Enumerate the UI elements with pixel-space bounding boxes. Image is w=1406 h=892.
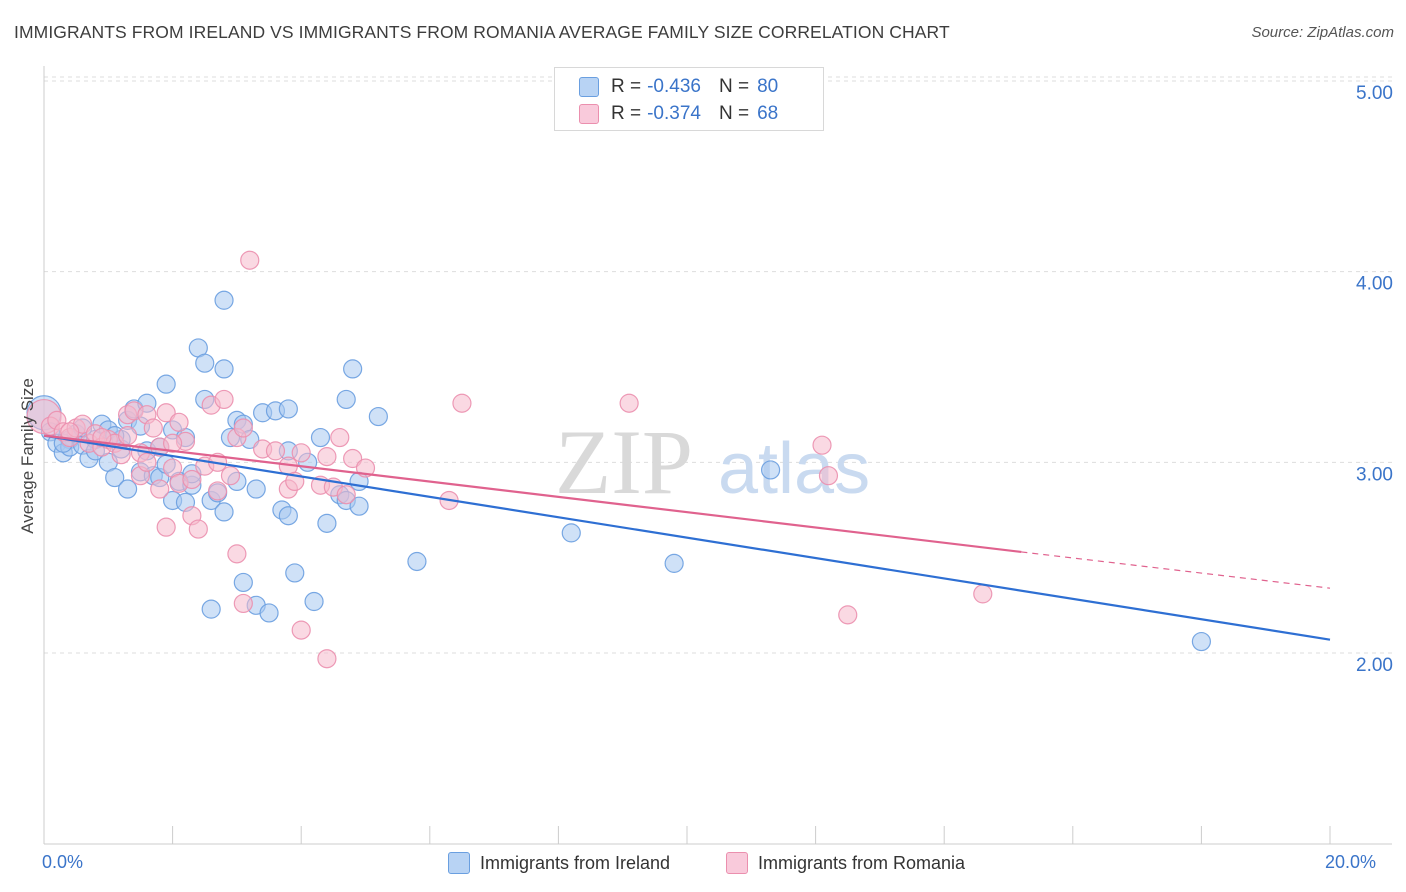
point-romania-29 [182, 469, 202, 490]
ireland-n-value: 80 [757, 76, 779, 97]
point-romania-62 [838, 605, 858, 625]
trend-lines [43, 434, 1331, 641]
chart-title: IMMIGRANTS FROM IRELAND VS IMMIGRANTS FR… [14, 22, 950, 42]
point-romania-66 [163, 433, 183, 453]
point-ireland-68 [343, 359, 363, 379]
romania-n-value: 68 [757, 103, 779, 124]
point-romania-58 [452, 393, 472, 413]
point-ireland-62 [304, 591, 324, 612]
y-tick-label-2: 4.00 [1356, 274, 1393, 295]
y-tick-label-3: 5.00 [1356, 83, 1393, 104]
legend-ireland-label: Immigrants from Ireland [480, 852, 671, 873]
point-romania-60 [812, 435, 832, 455]
point-romania-39 [233, 418, 253, 438]
point-romania-61 [818, 466, 839, 486]
ireland-r-label: R = [611, 76, 642, 97]
point-romania-47 [291, 443, 311, 463]
point-ireland-76 [1191, 631, 1212, 652]
romania-swatch [579, 104, 599, 124]
stats-legend: R = -0.436 N = 80 R = -0.374 N = 68 [554, 67, 824, 131]
watermark: ZIP atlas [555, 411, 870, 513]
trendline-romania-extension [1021, 551, 1331, 589]
romania-n-label: N = [718, 103, 750, 124]
watermark-atlas: atlas [718, 429, 870, 509]
point-romania-43 [265, 441, 286, 461]
stats-row-romania: R = -0.374 N = 68 [579, 102, 778, 126]
axes [43, 66, 1392, 845]
point-ireland-67 [336, 389, 356, 410]
point-romania-55 [343, 448, 363, 469]
point-romania-50 [317, 447, 337, 467]
stats-row-ireland: R = -0.436 N = 80 [579, 75, 778, 99]
point-ireland-18 [117, 479, 138, 499]
ireland-n-label: N = [718, 76, 750, 97]
point-ireland-63 [310, 427, 331, 448]
point-romania-14 [117, 426, 138, 446]
point-ireland-60 [285, 563, 305, 583]
point-ireland-49 [233, 572, 253, 593]
point-romania-67 [137, 452, 157, 472]
source-label: Source: ZipAtlas.com [1251, 24, 1394, 41]
point-ireland-64 [317, 513, 337, 533]
point-romania-59 [619, 393, 639, 413]
point-ireland-73 [561, 523, 581, 543]
point-ireland-44 [214, 290, 234, 310]
point-ireland-51 [246, 479, 266, 499]
point-romania-51 [317, 649, 337, 669]
point-ireland-37 [195, 353, 215, 373]
point-ireland-58 [278, 399, 298, 419]
point-romania-34 [208, 481, 228, 501]
data-points [26, 250, 1212, 669]
point-romania-54 [336, 485, 356, 505]
point-romania-20 [150, 479, 170, 499]
point-ireland-75 [760, 460, 781, 480]
legend-ireland-swatch [448, 852, 470, 874]
point-romania-41 [240, 250, 260, 270]
point-romania-40 [233, 593, 253, 614]
point-romania-63 [973, 584, 993, 604]
romania-r-value: -0.374 [647, 103, 701, 124]
point-ireland-72 [407, 551, 427, 572]
point-ireland-71 [368, 406, 388, 427]
point-ireland-28 [156, 374, 176, 394]
point-romania-25 [169, 412, 189, 432]
legend-romania-swatch [726, 852, 748, 874]
point-romania-36 [220, 466, 241, 486]
x-tick-min: 0.0% [42, 852, 84, 872]
point-ireland-54 [259, 603, 279, 623]
point-romania-53 [330, 427, 350, 448]
point-ireland-57 [278, 506, 298, 526]
point-romania-35 [214, 389, 234, 410]
watermark-zip: ZIP [555, 411, 693, 513]
y-axis-label: Average Family Size [18, 378, 37, 534]
point-ireland-42 [214, 502, 234, 522]
point-romania-30 [188, 519, 208, 539]
y-tick-labels: 2.00 3.00 4.00 5.00 [1356, 83, 1393, 676]
point-romania-19 [143, 418, 163, 438]
trendline-romania [43, 434, 1022, 554]
ireland-r-value: -0.436 [647, 76, 701, 97]
point-ireland-74 [664, 553, 684, 573]
point-ireland-43 [214, 359, 234, 379]
y-tick-label-1: 3.00 [1356, 464, 1393, 485]
trendline-ireland [43, 434, 1331, 641]
point-romania-38 [227, 544, 247, 564]
point-ireland-14 [105, 467, 125, 488]
point-ireland-69 [349, 496, 369, 516]
point-romania-22 [156, 403, 176, 423]
point-romania-23 [156, 517, 176, 537]
y-tick-label-0: 2.00 [1356, 655, 1393, 676]
romania-r-label: R = [611, 103, 642, 124]
legend-item-ireland: Immigrants from Ireland [448, 852, 670, 874]
ireland-swatch [579, 77, 599, 97]
x-tick-max: 20.0% [1325, 852, 1377, 872]
point-romania-48 [291, 620, 311, 640]
legend-item-romania: Immigrants from Romania [726, 852, 965, 874]
grid-lines [44, 76, 1392, 654]
point-ireland-39 [201, 599, 221, 619]
legend-romania-label: Immigrants from Romania [758, 852, 966, 873]
